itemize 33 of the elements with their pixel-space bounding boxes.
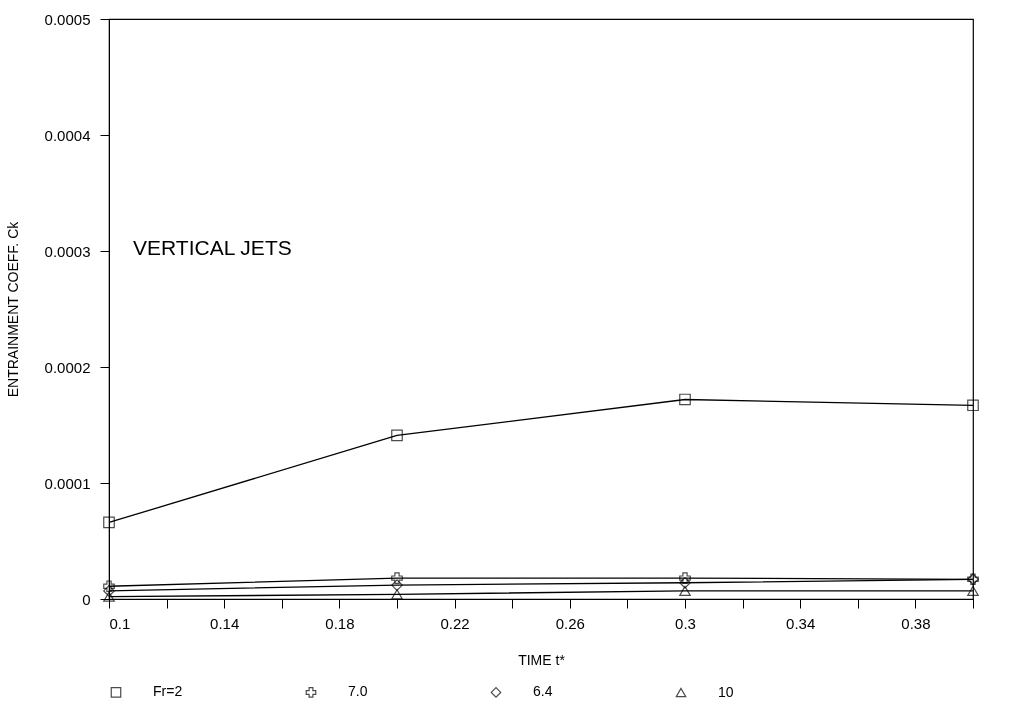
legend-label: Fr=2 bbox=[153, 683, 183, 700]
point bbox=[391, 579, 403, 591]
point bbox=[679, 393, 691, 406]
x-tick-label: 0.34 bbox=[786, 614, 816, 632]
point bbox=[679, 585, 691, 597]
point bbox=[391, 429, 403, 442]
text: VERTICAL JETS bbox=[133, 236, 292, 259]
x-tick-label: 0.38 bbox=[901, 614, 931, 632]
point bbox=[103, 516, 115, 529]
y-tick-label: 0.0005 bbox=[44, 10, 91, 28]
point bbox=[967, 585, 979, 597]
x-tick-label: 0.18 bbox=[325, 614, 355, 632]
point bbox=[679, 572, 691, 584]
y-tick-label: 0.0004 bbox=[44, 126, 91, 144]
x-tick-label: 0.1 bbox=[109, 614, 131, 632]
point bbox=[103, 580, 115, 593]
y-tick-label: 0 bbox=[82, 590, 91, 608]
y-tick-label: 0.0002 bbox=[44, 358, 91, 376]
x-axis-title: TIME t* bbox=[518, 651, 566, 668]
x-tick-label: 0.3 bbox=[675, 614, 696, 632]
legend-label: 6.4 bbox=[533, 683, 553, 700]
y-axis-title: ENTRAINMENT COEFF. Ck bbox=[4, 220, 21, 398]
legend-label: 7.0 bbox=[348, 683, 368, 700]
x-tick-label: 0.26 bbox=[555, 614, 585, 632]
x-tick-label: 0.14 bbox=[210, 614, 240, 632]
point bbox=[391, 572, 403, 584]
x-tick-label: 0.22 bbox=[440, 614, 470, 632]
y-tick-label: 0.0001 bbox=[44, 474, 91, 492]
point bbox=[391, 589, 403, 600]
legend-label: 10 bbox=[718, 683, 734, 700]
y-tick-label: 0.0003 bbox=[44, 242, 91, 260]
point bbox=[679, 576, 691, 589]
point bbox=[967, 399, 979, 412]
